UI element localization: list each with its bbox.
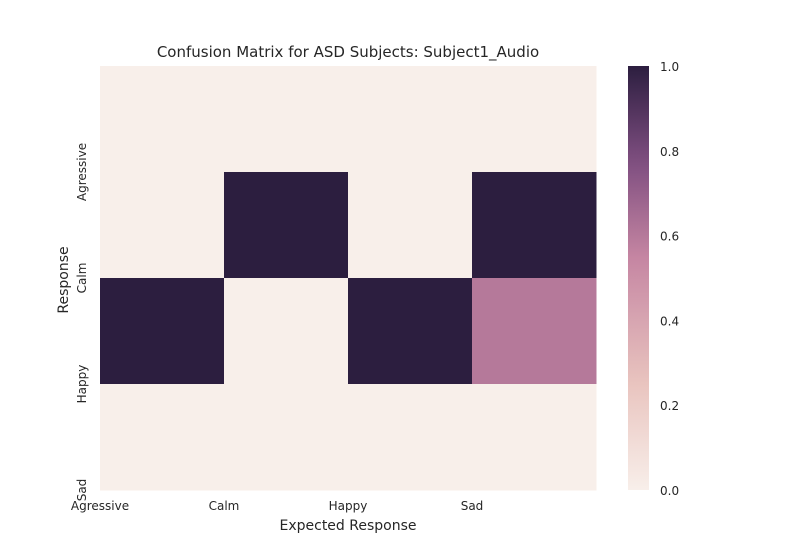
x-tick-label: Sad <box>461 499 484 513</box>
y-tick-label: Agressive <box>75 143 89 201</box>
colorbar-tick-label: 1.0 <box>660 60 679 74</box>
heatmap-cell-r2-c1 <box>224 278 349 385</box>
x-axis-label: Expected Response <box>279 518 416 534</box>
heatmap-cell-r1-c1 <box>224 172 349 279</box>
colorbar-tick-labels: 0.0 0.2 0.4 0.6 0.8 1.0 <box>660 60 679 498</box>
heatmap-cell-r1-c2 <box>348 172 473 279</box>
heatmap-cell-r0-c3 <box>472 66 597 173</box>
colorbar-tick-label: 0.6 <box>660 230 679 244</box>
x-tick-labels: Agressive Calm Happy Sad <box>71 499 483 513</box>
colorbar-tick-label: 0.0 <box>660 484 679 498</box>
x-tick-label: Calm <box>209 499 240 513</box>
chart-title: Confusion Matrix for ASD Subjects: Subje… <box>157 43 539 62</box>
x-tick-label: Agressive <box>71 499 129 513</box>
heatmap-cell-r0-c0 <box>100 66 225 173</box>
heatmap-cells <box>100 66 597 491</box>
y-axis-label: Response <box>56 246 72 313</box>
heatmap-cell-r2-c0 <box>100 278 225 385</box>
colorbar <box>628 66 649 490</box>
x-tick-label: Happy <box>329 499 368 513</box>
heatmap-cell-r1-c0 <box>100 172 225 279</box>
y-tick-label: Calm <box>75 263 89 294</box>
heatmap-cell-r2-c3 <box>472 278 597 385</box>
colorbar-tick-label: 0.8 <box>660 145 679 159</box>
heatmap-cell-r3-c2 <box>348 384 473 491</box>
colorbar-tick-label: 0.4 <box>660 314 679 328</box>
colorbar-tick-label: 0.2 <box>660 399 679 413</box>
y-tick-labels: Agressive Calm Happy Sad <box>75 143 89 501</box>
y-tick-label: Sad <box>75 479 89 502</box>
heatmap-cell-r1-c3 <box>472 172 597 279</box>
heatmap-cell-r3-c3 <box>472 384 597 491</box>
heatmap-cell-r2-c2 <box>348 278 473 385</box>
y-tick-label: Happy <box>75 365 89 404</box>
heatmap-cell-r3-c1 <box>224 384 349 491</box>
heatmap-cell-r0-c2 <box>348 66 473 173</box>
heatmap-cell-r0-c1 <box>224 66 349 173</box>
heatmap-cell-r3-c0 <box>100 384 225 491</box>
